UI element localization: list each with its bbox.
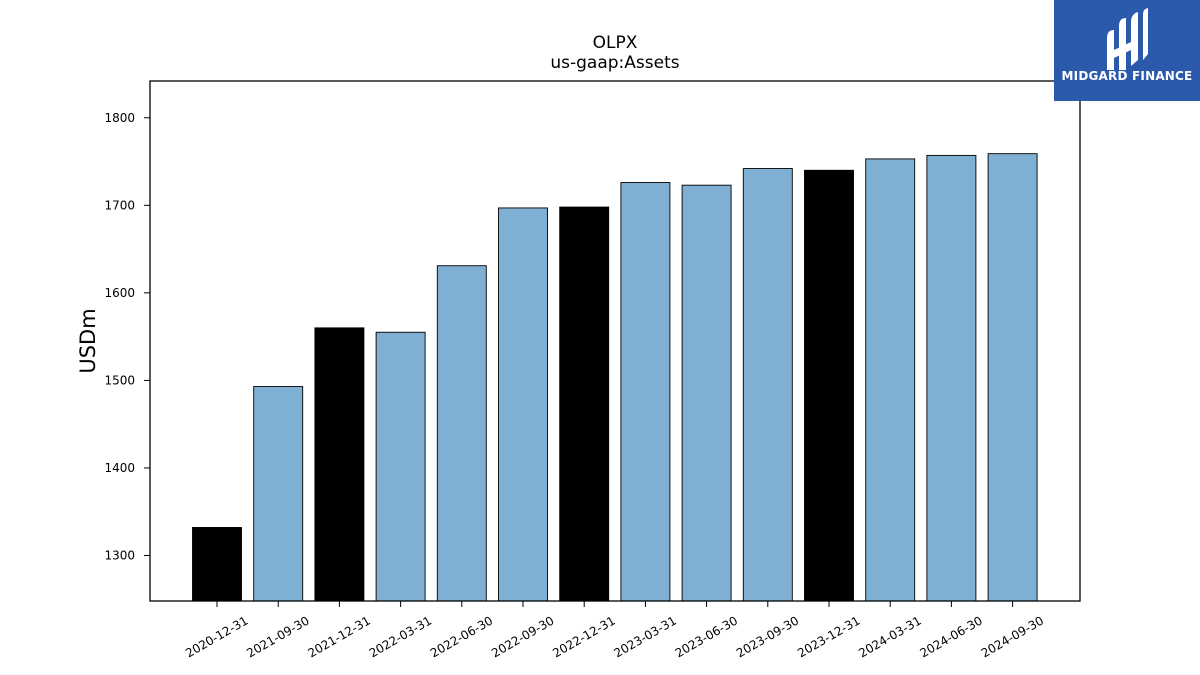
y-tick-label: 1800 — [104, 111, 135, 125]
chart-title: OLPX — [593, 33, 638, 53]
y-axis-ticks: 1300 1400 1500 1600 1700 1800 — [104, 111, 150, 562]
y-axis-label: USDm — [76, 308, 100, 373]
y-tick-label: 1300 — [104, 548, 135, 562]
bar-2024-06-30 — [926, 154, 977, 602]
bar-2023-03-31 — [620, 182, 671, 602]
bars-group — [192, 153, 1038, 602]
y-tick-label: 1400 — [104, 461, 135, 475]
bar-2021-09-30 — [253, 386, 304, 602]
plot-frame — [149, 80, 1081, 602]
midgard-logo-icon — [1107, 8, 1148, 70]
x-tick-label: 2023-03-31 — [611, 613, 678, 660]
midgard-finance-logo: MIDGARD FINANCE — [1054, 0, 1200, 101]
x-tick-label: 2024-06-30 — [917, 613, 984, 660]
chart-subtitle: us-gaap:Assets — [550, 53, 679, 73]
y-tick-label: 1500 — [104, 373, 135, 387]
bar-2023-09-30 — [742, 168, 793, 602]
x-tick-label: 2021-12-31 — [305, 613, 372, 660]
x-tick-label: 2022-06-30 — [428, 613, 495, 660]
bar-2024-03-31 — [865, 158, 916, 602]
x-tick-label: 2023-06-30 — [673, 613, 740, 660]
x-axis-ticks: 2020-12-312021-09-302021-12-312022-03-31… — [183, 601, 1046, 660]
x-tick-label: 2022-09-30 — [489, 613, 556, 660]
bar-2021-12-31 — [314, 327, 365, 602]
x-tick-label: 2022-12-31 — [550, 613, 617, 660]
brand-name: MIDGARD FINANCE — [1061, 69, 1193, 83]
bar-2020-12-31 — [192, 527, 242, 602]
bar-2022-06-30 — [436, 265, 487, 602]
bar-2022-09-30 — [498, 207, 548, 602]
x-tick-label: 2024-03-31 — [856, 613, 923, 660]
y-tick-label: 1700 — [104, 198, 135, 212]
bar-2024-09-30 — [987, 153, 1038, 602]
x-tick-label: 2024-09-30 — [979, 613, 1046, 660]
x-tick-label: 2020-12-31 — [183, 613, 250, 660]
bar-2022-03-31 — [375, 331, 426, 602]
bar-2023-12-31 — [804, 169, 854, 602]
x-tick-label: 2023-09-30 — [734, 613, 801, 660]
y-tick-label: 1600 — [104, 286, 135, 300]
x-tick-label: 2021-09-30 — [244, 613, 311, 660]
x-tick-label: 2022-03-31 — [367, 613, 434, 660]
x-tick-label: 2023-12-31 — [795, 613, 862, 660]
bar-2022-12-31 — [559, 206, 610, 602]
bar-2023-06-30 — [681, 184, 732, 602]
